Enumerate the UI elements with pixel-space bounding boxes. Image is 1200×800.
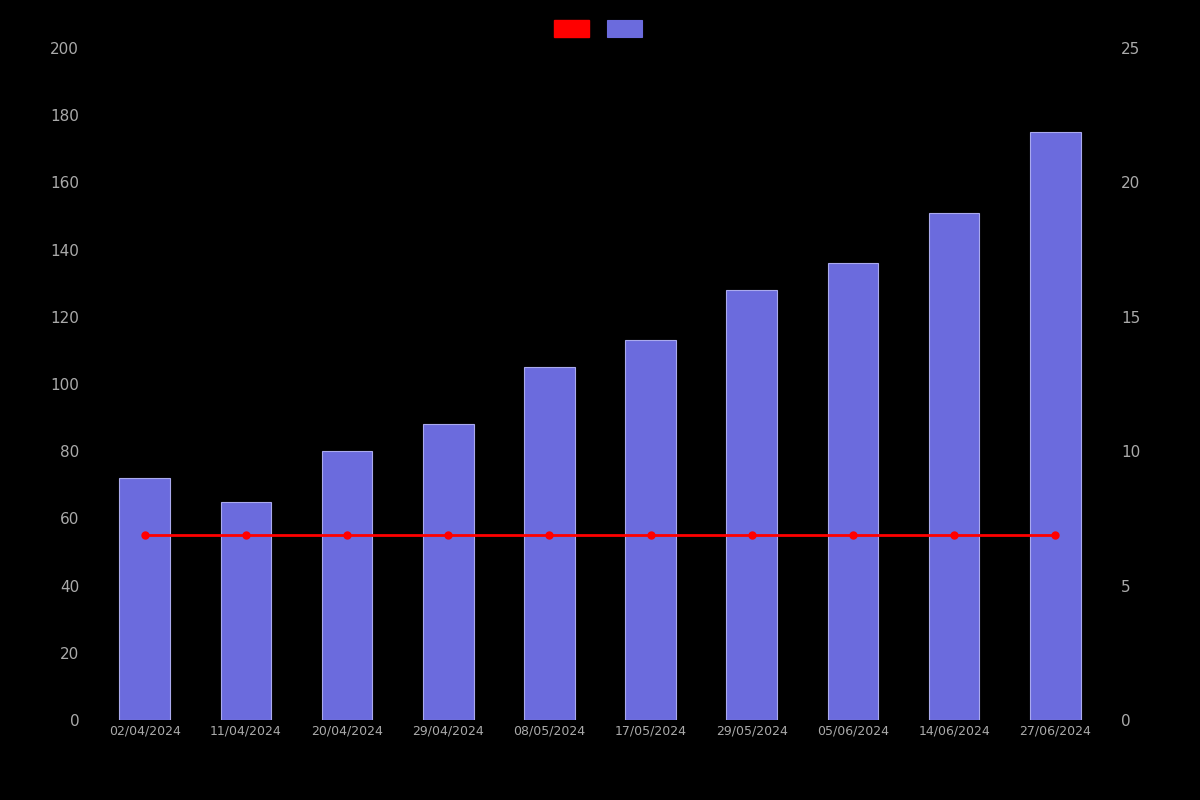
Bar (625, 340, 676, 720)
Bar (120, 478, 170, 720)
Legend: , : , (548, 14, 652, 42)
Bar (726, 290, 778, 720)
Bar (322, 451, 372, 720)
Bar (422, 424, 474, 720)
Bar (524, 367, 575, 720)
Bar (929, 213, 979, 720)
Bar (1030, 132, 1080, 720)
Bar (221, 502, 271, 720)
Bar (828, 263, 878, 720)
